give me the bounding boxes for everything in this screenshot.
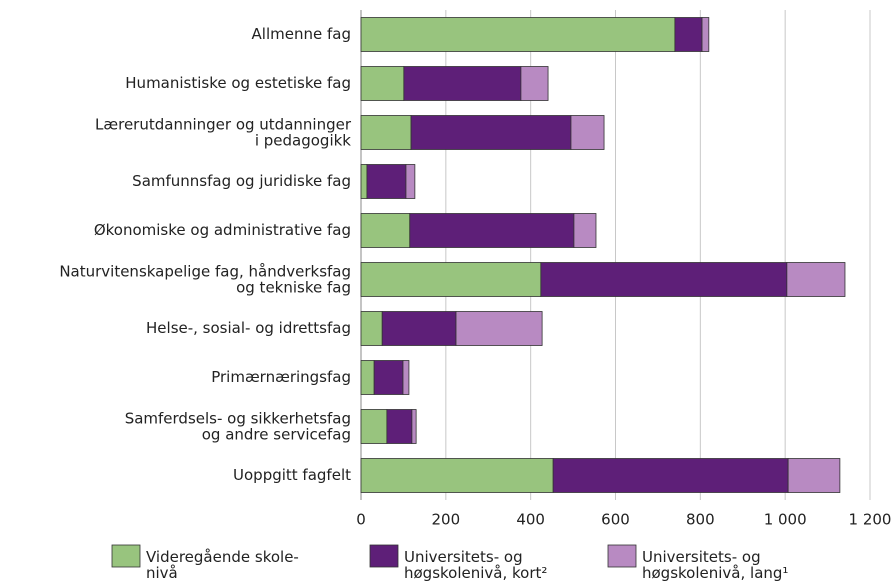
x-tick-label: 600: [601, 511, 630, 529]
bar-segment: [373, 360, 404, 395]
y-tick-label: Helse-, sosial- og idrettsfag: [146, 319, 351, 337]
y-tick-label: Uoppgitt fagfelt: [233, 466, 351, 484]
bar-segment: [403, 66, 522, 101]
y-tick-label: Samferdsels- og sikkerhetsfag og andre se…: [125, 409, 351, 443]
bar-segment: [786, 262, 846, 297]
x-tick-label: 0: [356, 511, 366, 529]
legend-swatch: [369, 544, 399, 568]
bar-segment: [360, 360, 375, 395]
legend-label: Videregående skole-nivå: [146, 548, 299, 582]
bar-segment: [410, 115, 572, 150]
legend-label: Universitets- og høgskolenivå, kort²: [404, 548, 547, 582]
bar-segment: [520, 66, 549, 101]
y-tick-label: Samfunnsfag og juridiske fag: [132, 172, 351, 190]
bar-segment: [366, 164, 407, 199]
y-tick-label: Allmenne fag: [252, 25, 351, 43]
x-tick-label: 400: [516, 511, 545, 529]
bar-segment: [360, 115, 412, 150]
bar-segment: [455, 311, 543, 346]
bar-segment: [552, 458, 789, 493]
bar-segment: [360, 311, 383, 346]
y-tick-label: Humanistiske og estetiske fag: [125, 74, 351, 92]
bar-segment: [381, 311, 457, 346]
legend-swatch: [607, 544, 637, 568]
y-tick-label: Primærnæringsfag: [211, 368, 351, 386]
y-tick-label: Økonomiske og administrative fag: [94, 221, 351, 239]
legend-label: Universitets- og høgskolenivå, lang¹: [642, 548, 788, 582]
x-tick-label: 800: [686, 511, 715, 529]
bar-segment: [411, 409, 417, 444]
bar-segment: [360, 17, 676, 52]
bar-segment: [360, 458, 554, 493]
bar-segment: [360, 262, 542, 297]
bar-segment: [787, 458, 841, 493]
bar-segment: [360, 409, 388, 444]
bar-segment: [360, 66, 405, 101]
bar-segment: [402, 360, 410, 395]
bar-segment: [360, 164, 368, 199]
y-tick-label: Lærerutdanninger og utdanninger i pedagog…: [95, 115, 352, 149]
bar-segment: [573, 213, 597, 248]
bar-segment: [386, 409, 413, 444]
bar-segment: [540, 262, 788, 297]
bar-segment: [405, 164, 416, 199]
bar-segment: [360, 213, 411, 248]
y-tick-label: Naturvitenskapelige fag, håndverksfag og …: [59, 262, 351, 296]
bar-segment: [674, 17, 703, 52]
x-tick-label: 200: [432, 511, 461, 529]
bar-segment: [570, 115, 605, 150]
x-tick-label: 1 000: [764, 511, 807, 529]
bar-segment: [409, 213, 575, 248]
legend-swatch: [111, 544, 141, 568]
bar-segment: [701, 17, 710, 52]
x-tick-label: 1 200: [849, 511, 892, 529]
